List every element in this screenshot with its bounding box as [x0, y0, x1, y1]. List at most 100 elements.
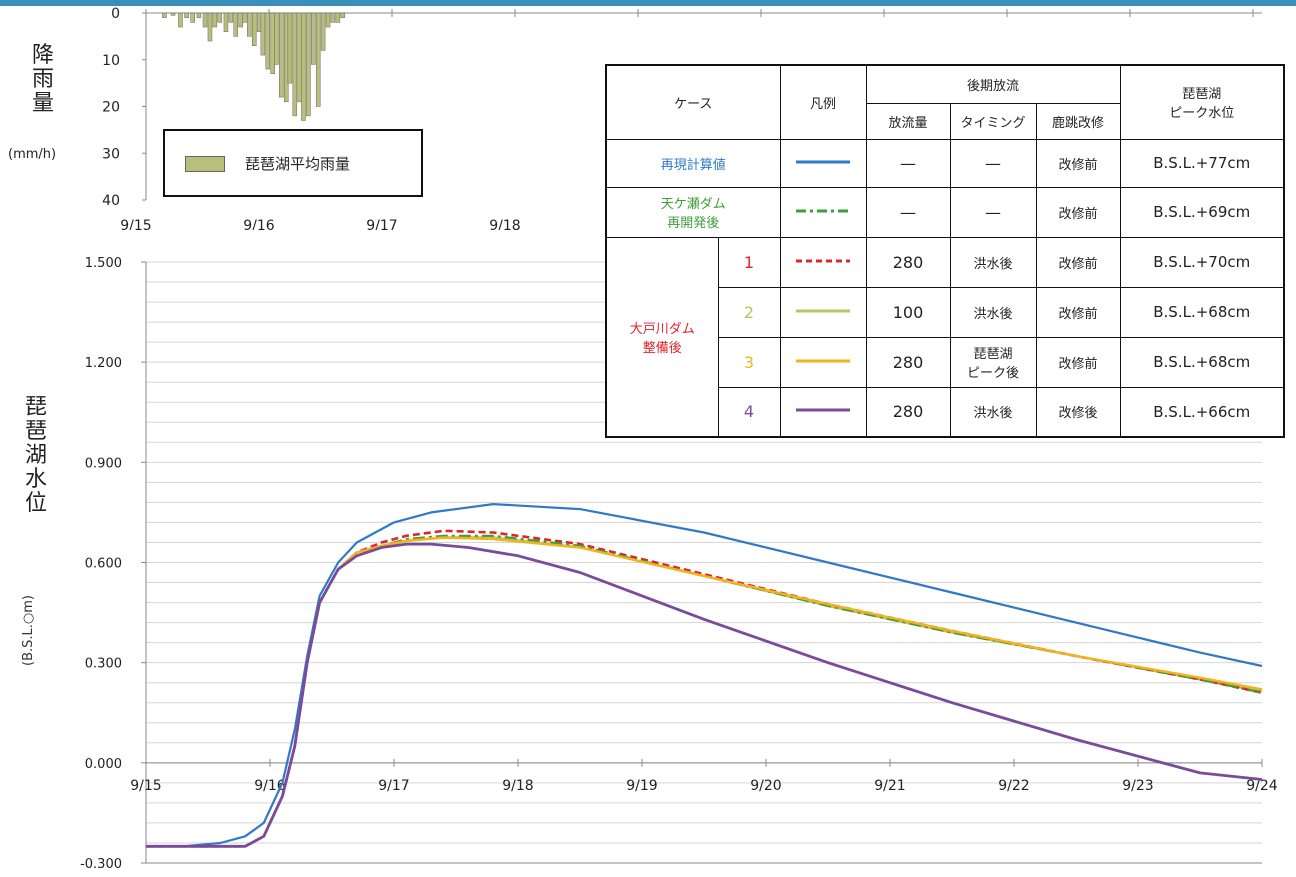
rain-x-tick-label: 9/18: [489, 218, 520, 230]
rain-bar: [170, 12, 176, 16]
row-timing: —: [949, 186, 1037, 238]
rain-legend-swatch: [185, 156, 225, 172]
rain-bar: [335, 12, 341, 23]
level-ylabel-char: 琵: [24, 395, 47, 420]
row-timing: 洪水後: [949, 286, 1037, 338]
header-case: ケース: [605, 64, 781, 140]
header-later-release: 後期放流: [865, 64, 1121, 104]
row-discharge: —: [865, 186, 951, 238]
series-line: [146, 542, 1263, 848]
rain-y-tick-label: 0: [111, 6, 120, 22]
rain-y-tick-label: 10: [102, 53, 120, 69]
row-peak: B.S.L.+66cm: [1119, 386, 1285, 438]
row-case-number: 1: [717, 236, 781, 288]
rain-bar: [292, 12, 298, 117]
series-line: [146, 503, 1263, 848]
level-ylabel: 琵 琶 湖 水 位: [23, 396, 49, 516]
rain-unit: (mm/h): [8, 147, 57, 162]
rain-bar: [260, 12, 266, 56]
row-discharge: 280: [865, 236, 951, 288]
rain-x-tick-label: 9/15: [120, 218, 151, 230]
level-y-tick-label: 0.900: [85, 456, 122, 471]
level-x-tick-label: 9/22: [998, 778, 1029, 794]
rain-bar: [279, 12, 284, 98]
row-discharge: 280: [865, 386, 951, 438]
level-x-tick-label: 9/20: [750, 778, 781, 794]
level-y-tick-label: 0.600: [85, 557, 122, 572]
row-peak: B.S.L.+68cm: [1119, 286, 1285, 338]
rain-bar: [306, 12, 311, 117]
row-case-number: 3: [717, 336, 781, 388]
legend-table: ケース 凡例 後期放流 琵琶湖 ピーク水位 放流量 タイミング 鹿跳改修 再現計…: [605, 64, 1285, 438]
header-legend: 凡例: [779, 64, 867, 140]
rain-ylabel-char: 量: [31, 91, 54, 116]
row-case-number: 4: [717, 386, 781, 438]
rain-bar: [202, 12, 208, 28]
level-y-tick-label: 1.200: [85, 356, 122, 371]
table-row: 大戸川ダム 整備後 1 280 洪水後 改修前 B.S.L.+70cm: [605, 236, 1285, 438]
header-shishitobi: 鹿跳改修: [1035, 102, 1121, 140]
level-x-tick-label: 9/23: [1122, 778, 1153, 794]
level-y-tick-label: 1.500: [85, 256, 122, 271]
rain-legend: 琵琶湖平均雨量: [163, 129, 423, 197]
row-discharge: 100: [865, 286, 951, 338]
level-x-tick-label: 9/24: [1246, 778, 1278, 794]
table-row: 3 280 琵琶湖 ピーク後 改修前 B.S.L.+68cm: [606, 336, 1285, 388]
level-x-tick-label: 9/16: [254, 778, 286, 794]
row-case-label: 再現計算値: [605, 138, 781, 188]
table-row: 再現計算値 — — 改修前 B.S.L.+77cm: [605, 138, 1285, 188]
rain-bar: [311, 12, 316, 65]
level-unit: (B.S.L.○m): [21, 595, 36, 666]
rain-x-tick-label: 9/17: [366, 218, 397, 230]
level-ylabel-char: 湖: [24, 443, 47, 468]
level-x-tick-label: 9/19: [626, 778, 657, 794]
rain-bar: [251, 12, 257, 46]
row-timing: 琵琶湖 ピーク後: [949, 336, 1037, 388]
rain-bar: [315, 12, 321, 107]
header-discharge: 放流量: [865, 102, 951, 140]
level-ylabel-char: 位: [24, 491, 47, 516]
level-y-tick-label: -0.300: [80, 857, 122, 872]
row-legend-swatch: [779, 286, 867, 338]
row-shishitobi: 改修前: [1035, 286, 1121, 338]
table-row: 4 280 洪水後 改修後 B.S.L.+66cm: [606, 386, 1285, 438]
rain-legend-label: 琵琶湖平均雨量: [245, 155, 351, 173]
level-x-tick-label: 9/18: [502, 778, 533, 794]
rain-x-tick-label: 9/16: [243, 218, 275, 230]
level-ylabel-char: 水: [24, 467, 47, 492]
level-x-tick-label: 9/17: [378, 778, 409, 794]
table-row: 2 100 洪水後 改修前 B.S.L.+68cm: [606, 286, 1285, 338]
rainfall-chart: 0 10 20 30 409/15 9/16 9/17 9/18: [102, 6, 1262, 230]
series-line: [146, 534, 1263, 848]
rain-bar: [178, 12, 183, 28]
row-shishitobi: 改修前: [1035, 186, 1121, 238]
row-legend-swatch: [779, 138, 867, 188]
rain-bar: [217, 12, 223, 23]
rain-bar: [330, 12, 336, 23]
row-legend-swatch: [779, 186, 867, 238]
rain-y-tick-label: 40: [102, 193, 120, 209]
level-y-tick-label: 0.000: [85, 757, 122, 772]
row-timing: —: [949, 138, 1037, 188]
rain-bar: [320, 12, 326, 51]
rain-ylabel-char: 雨: [31, 67, 54, 92]
rain-bar: [212, 12, 218, 28]
row-peak: B.S.L.+70cm: [1119, 236, 1285, 288]
row-shishitobi: 改修前: [1035, 236, 1121, 288]
rain-ylabel-char: 降: [31, 43, 54, 68]
rain-bar: [190, 12, 195, 23]
row-discharge: —: [865, 138, 951, 188]
level-y-tick-label: 0.300: [85, 657, 122, 672]
table-row: 天ケ瀬ダム 再開発後 — — 改修前 B.S.L.+69cm: [605, 186, 1285, 238]
series-line: [146, 536, 1263, 848]
series-line: [146, 529, 1263, 848]
rain-bar: [223, 12, 229, 32]
row-discharge: 280: [865, 336, 951, 388]
row-shishitobi: 改修前: [1035, 138, 1121, 188]
rain-bar: [247, 12, 252, 37]
header-timing: タイミング: [949, 102, 1037, 140]
row-case-label: 天ケ瀬ダム 再開発後: [605, 186, 781, 238]
rain-bar: [301, 12, 306, 121]
row-peak: B.S.L.+77cm: [1119, 138, 1285, 188]
